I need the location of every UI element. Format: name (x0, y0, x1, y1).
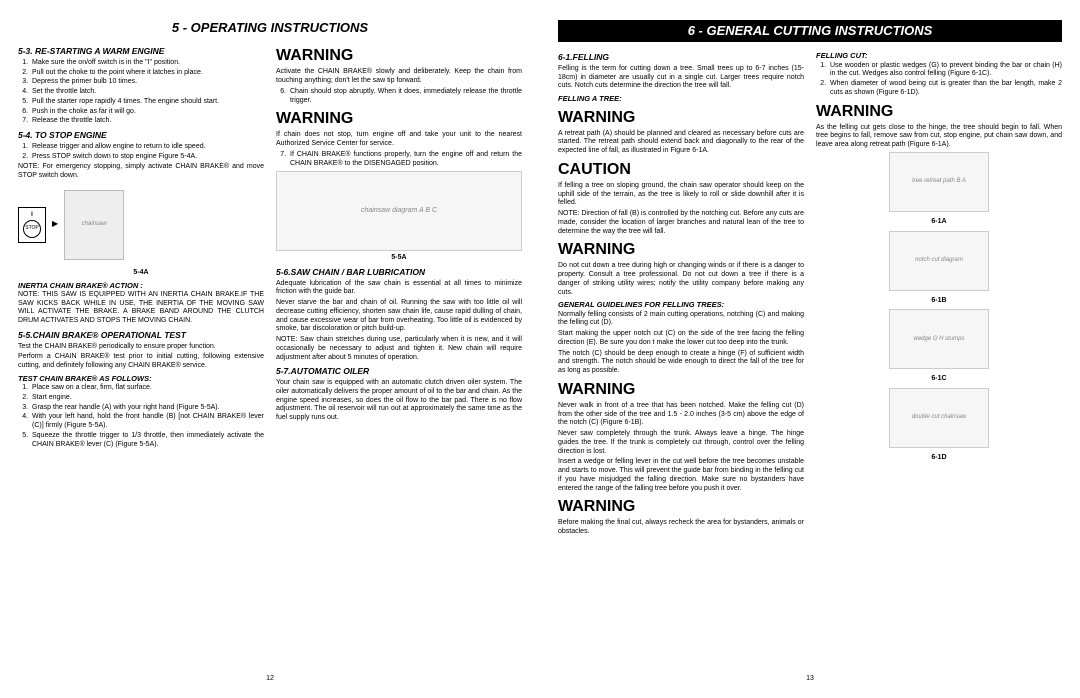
warning-heading: WARNING (816, 102, 1062, 122)
figures-column: tree retreat path B A 6-1A notch cut dia… (816, 152, 1062, 463)
arrow-right-icon (52, 219, 58, 230)
warn3-p2: Never saw completely through the trunk. … (558, 430, 804, 456)
list-item: Pull out the choke to the point where it… (30, 69, 264, 78)
list-item: Release the throttle latch. (30, 117, 264, 126)
list-item: Use wooden or plastic wedges (G) to prev… (828, 62, 1062, 80)
fig-6-1d-label: 6-1D (931, 454, 946, 463)
figure-5-4a: I STOP chainsaw (18, 185, 264, 265)
step-6-list: Chain should stop abruptly. When it does… (276, 88, 522, 106)
heading-felling: 6-1.FELLING (558, 52, 804, 63)
page-number: 12 (18, 669, 522, 684)
list-item: Chain should stop abruptly. When it does… (288, 88, 522, 106)
heading-auto-oiler: 5-7.AUTOMATIC OILER (276, 366, 522, 377)
warn2-text: Do not cut down a tree during high or ch… (558, 262, 804, 297)
lub-note: NOTE: Saw chain stretches during use, pa… (276, 336, 522, 362)
warning-heading: WARNING (276, 46, 522, 66)
list-item: Make sure the on/off switch is in the "I… (30, 59, 264, 68)
heading-felling-tree: FELLING A TREE: (558, 94, 804, 103)
page-number: 13 (558, 669, 1062, 684)
columns-left: 5-3. RE-STARTING A WARM ENGINE Make sure… (18, 42, 522, 669)
list-item: Depress the primer bulb 10 times. (30, 78, 264, 87)
list-item: Start engine. (30, 394, 264, 403)
caution-heading: CAUTION (558, 160, 804, 180)
heading-lubrication: 5-6.SAW CHAIN / BAR LUBRICATION (276, 267, 522, 278)
guide-p1: Normally felling consists of 2 main cutt… (558, 311, 804, 329)
right-col-2: FELLING CUT: Use wooden or plastic wedge… (816, 48, 1062, 669)
warning-heading: WARNING (276, 109, 522, 129)
figure-6-1d: double cut chainsaw (889, 388, 989, 448)
heading-stop: 5-4. TO STOP ENGINE (18, 130, 264, 141)
heading-optest: 5-5.CHAIN BRAKE® OPERATIONAL TEST (18, 330, 264, 341)
heading-restart: 5-3. RE-STARTING A WARM ENGINE (18, 46, 264, 57)
list-item: Pull the starter rope rapidly 4 times. T… (30, 98, 264, 107)
warn4-text: Before making the final cut, always rech… (558, 519, 804, 537)
warn1-text: A retreat path (A) should be planned and… (558, 130, 804, 156)
testcb-steps: Place saw on a clear, firm, flat surface… (18, 384, 264, 449)
stop-note: NOTE: For emergency stopping, simply act… (18, 163, 264, 181)
guide-p2: Start making the upper notch cut (C) on … (558, 330, 804, 348)
felling-p: Felling is the term for cutting down a t… (558, 65, 804, 91)
fig-6-1c-label: 6-1C (931, 375, 946, 384)
page-13: 6 - GENERAL CUTTING INSTRUCTIONS 6-1.FEL… (540, 0, 1080, 698)
warning-heading: WARNING (558, 240, 804, 260)
figure-6-1a: tree retreat path B A (889, 152, 989, 212)
left-col-1: 5-3. RE-STARTING A WARM ENGINE Make sure… (18, 42, 264, 669)
list-item: With your left hand, hold the front hand… (30, 413, 264, 431)
figure-5-5a: chainsaw diagram A B C (276, 171, 522, 251)
fig-5-5a-label: 5-5A (276, 254, 522, 263)
warn3-p3: Insert a wedge or felling lever in the c… (558, 458, 804, 493)
list-item: Squeeze the throttle trigger to 1/3 thro… (30, 432, 264, 450)
figure-6-1c: wedge G H stumps (889, 309, 989, 369)
warn2-text: If chain does not stop, turn engine off … (276, 131, 522, 149)
lub-p2: Never starve the bar and chain of oil. R… (276, 299, 522, 334)
lub-p1: Adequate lubrication of the saw chain is… (276, 280, 522, 298)
list-item: Push in the choke as far it will go. (30, 108, 264, 117)
list-item: Set the throttle latch. (30, 88, 264, 97)
warning-heading: WARNING (558, 380, 804, 400)
section-header-cutting: 6 - GENERAL CUTTING INSTRUCTIONS (558, 20, 1062, 42)
figure-6-1b: notch cut diagram (889, 231, 989, 291)
list-item: Release trigger and allow engine to retu… (30, 143, 264, 152)
list-item: Press STOP switch down to stop engine Fi… (30, 153, 264, 162)
section-header-operating: 5 - OPERATING INSTRUCTIONS (18, 20, 522, 36)
warn3-p1: Never walk in front of a tree that has b… (558, 402, 804, 428)
left-col-2: WARNING Activate the CHAIN BRAKE® slowly… (276, 42, 522, 669)
fellingcut-steps: Use wooden or plastic wedges (G) to prev… (816, 62, 1062, 98)
fig-6-1b-label: 6-1B (931, 297, 946, 306)
guide-p3: The notch (C) should be deep enough to c… (558, 350, 804, 376)
warn1-text: Activate the CHAIN BRAKE® slowly and del… (276, 68, 522, 86)
columns-right: 6-1.FELLING Felling is the term for cutt… (558, 48, 1062, 669)
heading-inertia: INERTIA CHAIN BRAKE® ACTION : (18, 281, 264, 290)
list-item: If CHAIN BRAKE® functions properly, turn… (288, 151, 522, 169)
fig-6-1a-label: 6-1A (931, 218, 946, 227)
heading-felling-cut: FELLING CUT: (816, 51, 1062, 60)
stop-steps: Release trigger and allow engine to retu… (18, 143, 264, 162)
heading-guidelines: GENERAL GUIDELINES FOR FELLING TREES: (558, 300, 804, 309)
optest-p2: Perform a CHAIN BRAKE® test prior to ini… (18, 353, 264, 371)
auto-p: Your chain saw is equipped with an autom… (276, 379, 522, 423)
right-col-1: 6-1.FELLING Felling is the term for cutt… (558, 48, 804, 669)
list-item: Grasp the rear handle (A) with your righ… (30, 404, 264, 413)
step-7-list: If CHAIN BRAKE® functions properly, turn… (276, 151, 522, 169)
inertia-note: NOTE: THIS SAW IS EQUIPPED WITH AN INERT… (18, 291, 264, 326)
page-12: 5 - OPERATING INSTRUCTIONS 5-3. RE-START… (0, 0, 540, 698)
list-item: Place saw on a clear, firm, flat surface… (30, 384, 264, 393)
warning-heading: WARNING (558, 108, 804, 128)
stop-switch-icon: I STOP (18, 207, 46, 243)
optest-p1: Test the CHAIN BRAKE® periodically to en… (18, 343, 264, 352)
stop-circle: STOP (23, 220, 41, 238)
caution-text: If felling a tree on sloping ground, the… (558, 182, 804, 208)
warning-heading: WARNING (558, 497, 804, 517)
chainsaw-illustration: chainsaw (64, 190, 124, 260)
heading-testcb: TEST CHAIN BRAKE® AS FOLLOWS: (18, 374, 264, 383)
caution-note: NOTE: Direction of fall (B) is controlle… (558, 210, 804, 236)
fig-5-4a-label: 5-4A (18, 269, 264, 278)
list-item: When diameter of wood being cut is great… (828, 80, 1062, 98)
warn-text: As the felling cut gets close to the hin… (816, 124, 1062, 150)
restart-steps: Make sure the on/off switch is in the "I… (18, 59, 264, 126)
